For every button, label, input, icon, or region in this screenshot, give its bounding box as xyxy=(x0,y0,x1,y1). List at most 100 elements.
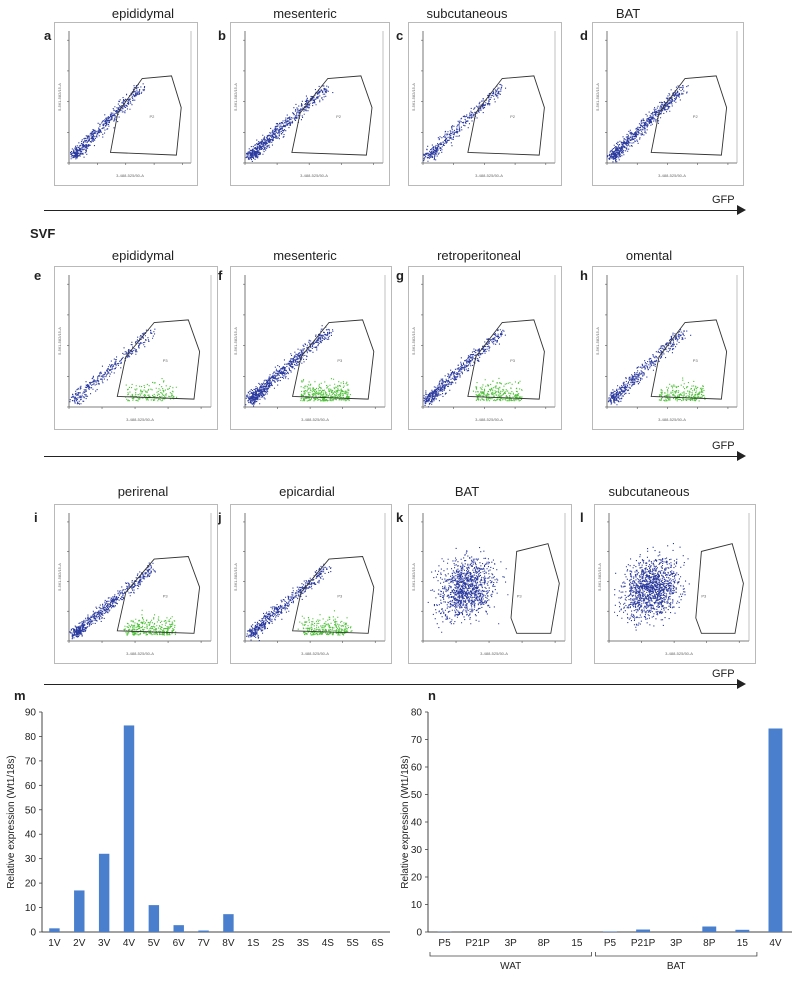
flow-x-label: 3-488-525/50-A xyxy=(480,651,508,656)
flow-y-label: 5-561-582/15-A xyxy=(233,563,238,591)
panel-h-letter: h xyxy=(580,268,588,283)
panel-b-title: mesenteric xyxy=(273,6,337,21)
bar-5V xyxy=(148,905,160,932)
gate-label: P3 xyxy=(337,358,343,363)
gate-polygon xyxy=(467,319,545,400)
gate-polygon xyxy=(291,75,373,156)
panel-d-title: BAT xyxy=(615,6,641,21)
panel-e-letter: e xyxy=(34,268,42,283)
flow-events-blue xyxy=(607,85,689,163)
bar-category-label: P21P xyxy=(465,938,490,949)
flow-x-label: 3-488-525/50-A xyxy=(475,417,503,422)
gate-polygon xyxy=(467,75,545,156)
gate-polygon xyxy=(292,556,375,634)
bar-category-label: 7V xyxy=(197,938,210,949)
bar-y-tick-label: 70 xyxy=(411,735,423,746)
bar-category-label: 3P xyxy=(670,938,683,949)
flow-svg-c: 3-488-525/50-A 5-561-582/15-A P2 xyxy=(411,31,556,178)
flow-x-label: 3-488-525/50-A xyxy=(475,173,503,178)
flow-events-blue xyxy=(70,83,146,160)
flow-y-label: 5-561-582/15-A xyxy=(595,327,600,355)
gate-label: P3 xyxy=(517,593,523,598)
flow-svg-a: 3-488-525/50-A 5-561-582/15-A P2 xyxy=(57,31,192,178)
panel-f-title: mesenteric xyxy=(273,248,337,263)
gate-label: P2 xyxy=(510,114,516,119)
flow-plot-b: 3-488-525/50-A 5-561-582/15-A P2 xyxy=(230,22,390,186)
flow-plot-d: 3-488-525/50-A 5-561-582/15-A P2 xyxy=(592,22,744,186)
panel-f-letter: f xyxy=(218,268,223,283)
bar-y-tick-label: 20 xyxy=(25,879,37,890)
group-label: WAT xyxy=(500,961,521,972)
gate-label: P3 xyxy=(701,593,707,598)
flow-plot-l: 3-488-525/50-A 5-561-582/15-A P3 xyxy=(594,504,756,664)
svf-section-title: SVF xyxy=(30,226,56,241)
gfp-axis-label-2: GFP xyxy=(712,440,735,452)
flow-y-label: 5-561-582/15-A xyxy=(411,563,416,591)
panel-h-title: omental xyxy=(625,248,673,263)
bar-y-label: Relative expression (Wt1/18s) xyxy=(6,755,17,888)
flow-events-blue xyxy=(427,547,509,633)
bar-8P xyxy=(702,926,717,932)
panel-k-letter: k xyxy=(396,510,404,525)
flow-y-label: 5-561-582/15-A xyxy=(411,83,416,111)
bar-category-label: 8P xyxy=(538,938,551,949)
flow-svg-b: 3-488-525/50-A 5-561-582/15-A P2 xyxy=(233,31,384,178)
flow-svg-k: 3-488-525/50-A 5-561-582/15-A P3 xyxy=(411,513,566,656)
gfp-axis-label-3: GFP xyxy=(712,668,735,680)
flow-events-blue xyxy=(69,328,156,405)
bar-category-label: 2V xyxy=(73,938,86,949)
flow-svg-j: 3-488-525/50-A 5-561-582/15-A P3 xyxy=(233,513,386,656)
flow-y-label: 5-561-582/15-A xyxy=(233,83,238,111)
flow-y-label: 5-561-582/15-A xyxy=(57,563,62,591)
flow-events-blue xyxy=(246,563,332,642)
bar-y-tick-label: 80 xyxy=(411,708,423,719)
flow-events-green xyxy=(300,378,351,402)
bar-4V xyxy=(768,728,783,932)
bar-category-label: 4S xyxy=(322,938,335,949)
flow-x-label: 3-488-525/50-A xyxy=(658,173,686,178)
flow-y-label: 5-561-582/15-A xyxy=(233,327,238,355)
bar-category-label: P5 xyxy=(604,938,617,949)
bar-y-label: Relative expression (Wt1/18s) xyxy=(400,755,411,888)
bar-y-tick-label: 70 xyxy=(25,756,37,767)
flow-plot-f: 3-488-525/50-A 5-561-582/15-A P3 xyxy=(230,266,392,430)
gate-label: P3 xyxy=(510,358,516,363)
gate-label: P3 xyxy=(693,358,699,363)
bar-y-tick-label: 90 xyxy=(25,708,37,719)
gfp-arrow-1 xyxy=(44,205,746,215)
gate-label: P2 xyxy=(693,114,699,119)
flow-y-label: 5-561-582/15-A xyxy=(57,327,62,355)
bar-chart-m: 0 10 20 30 40 50 60 70 80 90 Relative expression (… xyxy=(6,708,390,949)
bar-y-tick-label: 50 xyxy=(25,805,37,816)
gate-polygon xyxy=(650,319,728,400)
flow-x-label: 3-488-525/50-A xyxy=(116,173,144,178)
flow-plot-h: 3-488-525/50-A 5-561-582/15-A P3 xyxy=(592,266,744,430)
bar-y-tick-label: 30 xyxy=(411,845,423,856)
bar-category-label: 5S xyxy=(347,938,360,949)
flow-events-blue xyxy=(614,543,690,631)
bar-P5 xyxy=(603,931,617,932)
flow-y-label: 5-561-582/15-A xyxy=(57,83,62,111)
flow-svg-e: 3-488-525/50-A 5-561-582/15-A P3 xyxy=(57,275,212,422)
flow-plot-k: 3-488-525/50-A 5-561-582/15-A P3 xyxy=(408,504,572,664)
panel-i-title: perirenal xyxy=(117,484,169,499)
flow-svg-i: 3-488-525/50-A 5-561-582/15-A P3 xyxy=(57,513,212,656)
bar-category-label: 5V xyxy=(148,938,161,949)
flow-x-label: 3-488-525/50-A xyxy=(658,417,686,422)
panel-c-title: subcutaneous xyxy=(426,6,508,21)
flow-plot-c: 3-488-525/50-A 5-561-582/15-A P2 xyxy=(408,22,562,186)
flow-y-label: 5-561-582/15-A xyxy=(595,83,600,111)
flow-events-green xyxy=(125,378,178,402)
bar-y-tick-label: 40 xyxy=(25,830,37,841)
flow-plot-i: 3-488-525/50-A 5-561-582/15-A P3 xyxy=(54,504,218,664)
gate-polygon xyxy=(510,543,560,634)
bar-y-tick-label: 0 xyxy=(30,928,36,939)
gate-label: P3 xyxy=(337,593,343,598)
bar-8V xyxy=(223,914,234,932)
bar-category-label: P5 xyxy=(438,938,451,949)
bar-category-label: P21P xyxy=(631,938,656,949)
flow-plot-e: 3-488-525/50-A 5-561-582/15-A P3 xyxy=(54,266,218,430)
bar-y-tick-label: 40 xyxy=(411,818,423,829)
bar-category-label: 3V xyxy=(98,938,111,949)
panel-k-title: BAT xyxy=(454,484,480,499)
